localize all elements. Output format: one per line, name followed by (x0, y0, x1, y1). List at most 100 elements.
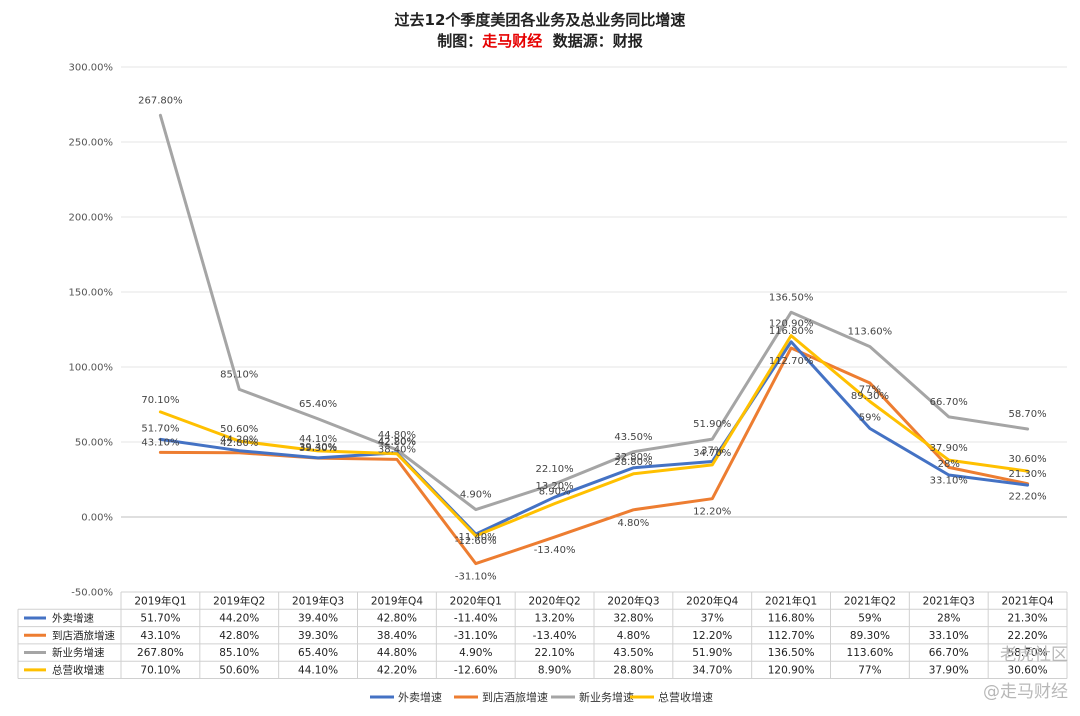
series-lines (158, 113, 1030, 566)
data-label: 77% (859, 385, 881, 396)
data-label: 112.70% (769, 356, 814, 367)
data-label: 267.80% (138, 95, 183, 106)
table-cell: 28% (937, 613, 960, 625)
table-cell: 8.90% (538, 665, 571, 677)
legend: 外卖增速 到店酒旅增速 新业务增速 总营收增速 (370, 690, 713, 704)
subtitle-source: 数据源：财报 (542, 32, 642, 50)
data-label: 65.40% (299, 399, 337, 410)
data-label: 42.20% (378, 437, 416, 448)
table-cell: -31.10% (454, 630, 498, 642)
data-label: 39.40% (299, 442, 337, 453)
data-label: 50.60% (220, 424, 258, 435)
y-tick-label: 200.00% (69, 213, 114, 224)
y-tick-label: -50.00% (71, 588, 113, 599)
table-series-name: 外卖增速 (52, 612, 94, 625)
table-cell: 21.30% (1008, 613, 1048, 625)
table-cell: 267.80% (137, 647, 184, 659)
data-label: 42.80% (378, 437, 416, 448)
data-label: 22.20% (1009, 492, 1047, 503)
table-cell: 66.70% (929, 647, 969, 659)
data-label: 12.20% (693, 507, 731, 518)
table-cell: 22.20% (1008, 630, 1048, 642)
chart-subtitle: 制图：走马财经 数据源：财报 (437, 32, 642, 50)
table-cell: 65.40% (298, 647, 338, 659)
x-tick-label: 2021年Q2 (844, 594, 896, 607)
y-tick-label: 250.00% (69, 138, 114, 149)
y-tick-label: 100.00% (69, 363, 114, 374)
table-cell: -12.60% (454, 665, 498, 677)
table-cell: 136.50% (768, 647, 815, 659)
data-label: 37% (701, 446, 723, 457)
y-tick-label: 0.00% (81, 513, 113, 524)
table-cell: 33.10% (929, 630, 969, 642)
table-cell: 44.20% (219, 613, 259, 625)
data-label: 66.70% (930, 397, 968, 408)
table-cell: 12.20% (692, 630, 732, 642)
legend-label: 到店酒旅增速 (482, 690, 548, 704)
data-label: 33.10% (930, 475, 968, 486)
table-cell: 39.30% (298, 630, 338, 642)
data-label: 113.60% (848, 327, 893, 338)
table-cell: 120.90% (768, 665, 815, 677)
legend-label: 外卖增速 (398, 690, 442, 704)
table-cell: 28.80% (613, 665, 653, 677)
data-label: 43.50% (614, 432, 652, 443)
x-tick-label: 2020年Q2 (528, 594, 580, 607)
table-cell: 32.80% (613, 613, 653, 625)
data-label: 8.90% (539, 487, 571, 498)
data-label: 37.90% (930, 443, 968, 454)
series-line (158, 113, 1030, 512)
data-label: 21.30% (1009, 469, 1047, 480)
table-series-name: 新业务增速 (52, 646, 105, 659)
data-label: 51.90% (693, 419, 731, 430)
table-cell: -11.40% (454, 613, 498, 625)
table-cell: 89.30% (850, 630, 890, 642)
table-cell: 51.90% (692, 647, 732, 659)
table-cell: 50.60% (219, 665, 259, 677)
table-cell: 58.70% (1008, 647, 1048, 659)
x-tick-label: 2021年Q3 (923, 594, 975, 607)
table-series-name: 总营收增速 (52, 664, 105, 677)
table-cell: 85.10% (219, 647, 259, 659)
table-cell: 37.90% (929, 665, 969, 677)
legend-label: 总营收增速 (658, 690, 713, 704)
series-line (158, 340, 1030, 536)
data-label: 34.70% (693, 448, 731, 459)
x-tick-label: 2021年Q1 (765, 594, 817, 607)
y-tick-label: 150.00% (69, 288, 114, 299)
data-label: 44.10% (299, 434, 337, 445)
table-cell: 44.80% (377, 647, 417, 659)
data-label: 39.30% (299, 443, 337, 454)
subtitle-prefix: 制图： (437, 32, 482, 50)
x-tick-label: 2021年Q4 (1001, 594, 1053, 607)
data-label: -12.60% (455, 536, 497, 547)
chart-title: 过去12个季度美团各业务及总业务同比增速 (395, 11, 686, 29)
table-cell: 22.10% (535, 647, 575, 659)
table-cell: -13.40% (533, 630, 577, 642)
subtitle-brand: 走马财经 (482, 32, 542, 50)
table-cell: 116.80% (768, 613, 815, 625)
legend-label: 新业务增速 (579, 690, 634, 704)
table-series-name: 到店酒旅增速 (52, 629, 115, 642)
data-label: 28% (938, 459, 960, 470)
table-cell: 4.80% (617, 630, 650, 642)
data-label: -31.10% (455, 572, 497, 583)
grid-lines (121, 66, 1067, 593)
x-tick-label: 2020年Q3 (607, 594, 659, 607)
table-cell: 44.10% (298, 665, 338, 677)
data-label: 89.30% (851, 391, 889, 402)
table-cell: 13.20% (535, 613, 575, 625)
table-cell: 70.10% (140, 665, 180, 677)
data-label: 51.70% (141, 423, 179, 434)
data-label: 59% (859, 413, 881, 424)
table-cell: 38.40% (377, 630, 417, 642)
table-cell: 37% (701, 613, 724, 625)
table-cell: 42.80% (377, 613, 417, 625)
data-label: 43.10% (141, 437, 179, 448)
data-label: 38.40% (378, 444, 416, 455)
data-label: -13.40% (534, 545, 576, 556)
data-table: 2019年Q1 2019年Q2 2019年Q3 2019年Q4 2020年Q1 2020年… (17, 591, 1068, 679)
data-label: -11.40% (455, 532, 497, 543)
x-tick-label: 2020年Q4 (686, 594, 738, 607)
